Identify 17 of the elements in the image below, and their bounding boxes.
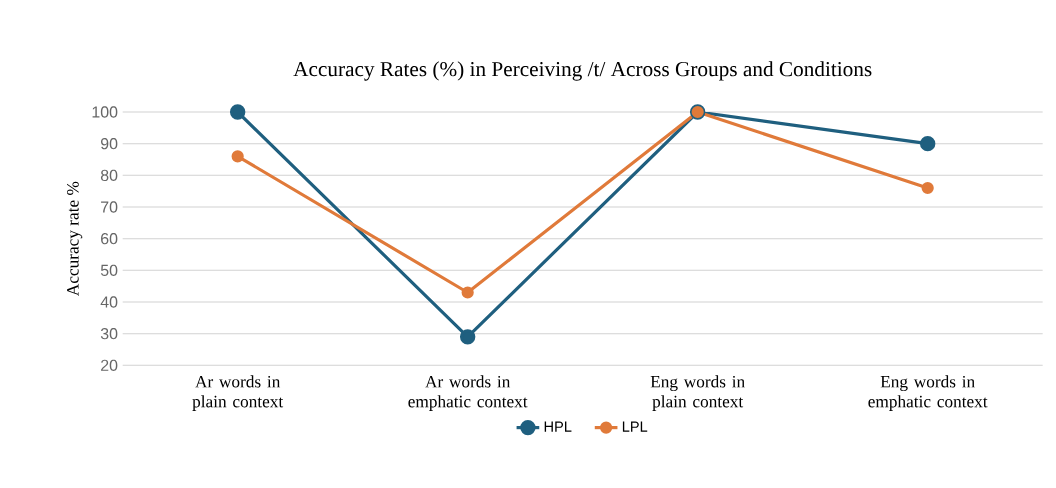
y-tick-label: 40 (100, 296, 118, 308)
x-tick-label: Eng words in plain context (650, 375, 745, 411)
y-tick-label: 90 (100, 138, 118, 150)
chart-title: Accuracy Rates (%) in Perceiving /t/ Across Groups and Conditions (293, 61, 872, 81)
y-tick-label: 60 (101, 233, 118, 245)
x-tick-label: Ar words in plain context (192, 375, 284, 411)
legend-label: LPL (622, 421, 648, 432)
x-tick-label: Ar words in emphatic context (408, 375, 528, 411)
y-tick-label: 50 (100, 264, 118, 276)
y-tick-label: 100 (92, 106, 118, 118)
legend-label: HPL (544, 421, 572, 432)
y-axis-title: Accuracy rate % (67, 181, 83, 297)
x-tick-label: Eng words in emphatic context (868, 375, 988, 411)
y-tick-label: 80 (100, 169, 118, 181)
y-tick-label: 70 (101, 201, 118, 213)
y-tick-label: 20 (101, 359, 118, 371)
y-tick-label: 30 (100, 328, 118, 340)
